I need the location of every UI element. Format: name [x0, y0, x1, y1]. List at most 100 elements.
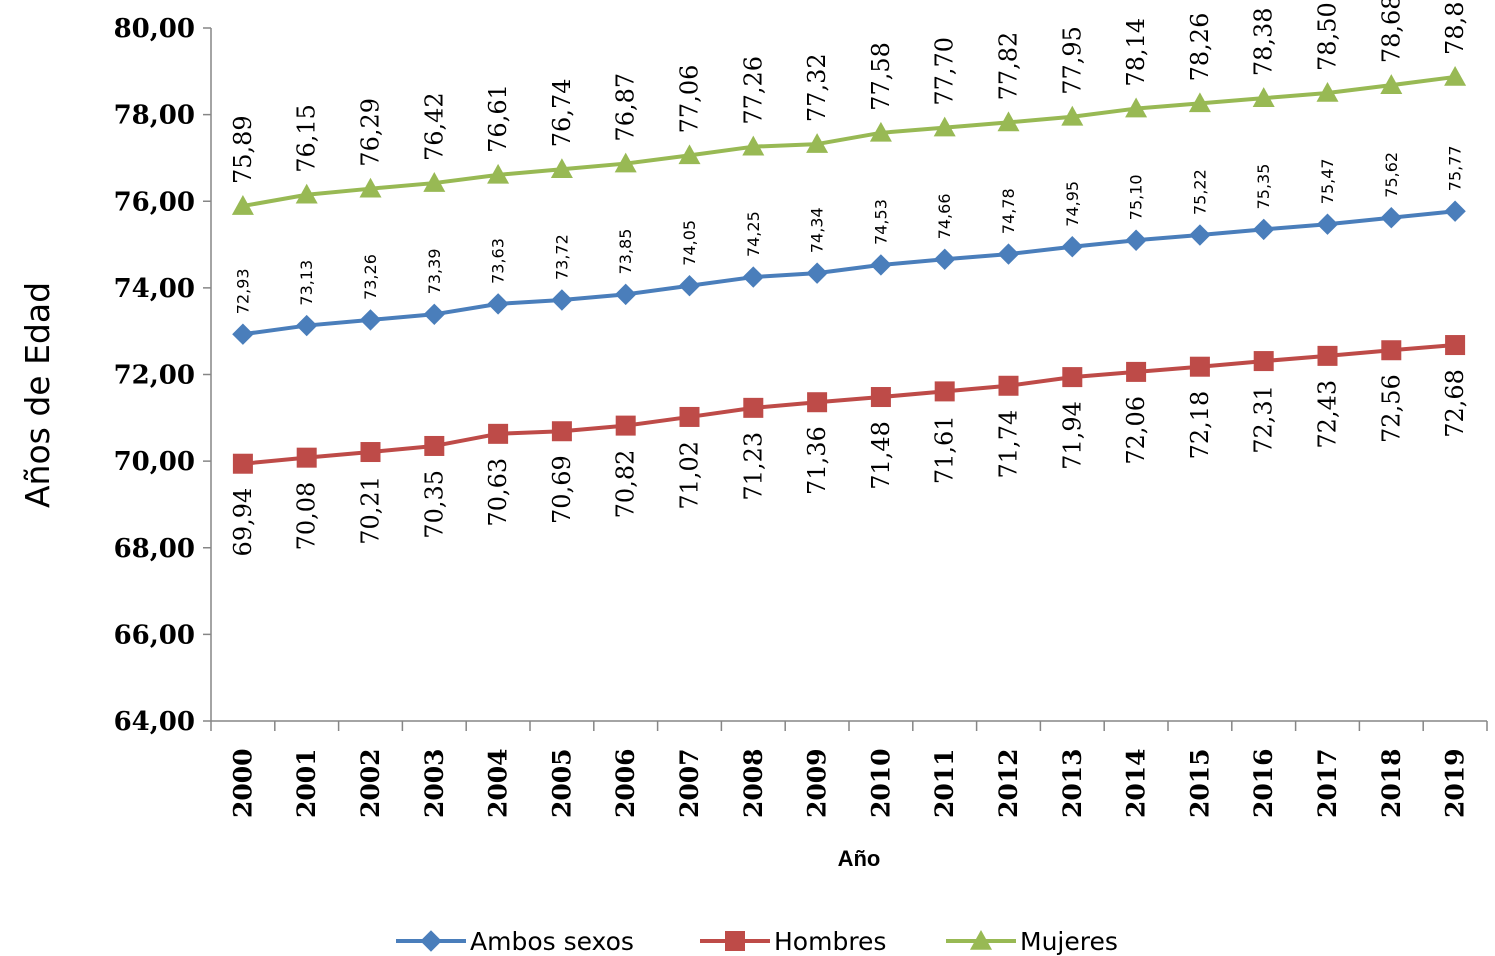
x-tick-label: 2000 — [228, 748, 257, 818]
data-point-ambos-sexos — [295, 314, 318, 337]
y-tick-label: 76,00 — [114, 187, 195, 217]
data-point-ambos-sexos — [614, 283, 637, 306]
y-tick-label: 66,00 — [114, 620, 195, 650]
data-label-mujeres: 77,95 — [1058, 26, 1086, 95]
data-label-mujeres: 77,70 — [931, 37, 959, 106]
y-axis-title: Años de Edad — [18, 282, 57, 508]
data-label-mujeres: 76,15 — [293, 104, 321, 173]
data-point-hombres — [743, 397, 764, 418]
data-label-ambos-sexos: 75,62 — [1382, 152, 1401, 198]
data-label-hombres: 71,02 — [676, 441, 704, 510]
data-label-mujeres: 78,26 — [1186, 13, 1214, 82]
data-point-ambos-sexos — [806, 262, 828, 284]
data-point-ambos-sexos — [232, 323, 254, 345]
y-tick-label: 64,00 — [114, 707, 195, 737]
data-point-ambos-sexos — [551, 289, 573, 311]
y-tick-label: 78,00 — [114, 101, 195, 131]
data-point-hombres — [1381, 340, 1402, 361]
data-label-ambos-sexos: 75,47 — [1318, 158, 1337, 204]
x-tick-label: 2005 — [547, 748, 576, 818]
data-point-mujeres — [359, 177, 382, 198]
data-label-ambos-sexos: 74,78 — [999, 188, 1018, 234]
data-point-hombres — [1445, 335, 1466, 356]
data-point-ambos-sexos — [1189, 224, 1211, 246]
axes: 64,00 66,00 68,00 70,00 72,00 74,00 76,00 78,00… — [114, 14, 1488, 818]
data-label-hombres: 70,35 — [420, 470, 448, 539]
data-label-mujeres: 76,87 — [612, 73, 640, 142]
data-label-ambos-sexos: 73,63 — [489, 238, 508, 284]
data-label-mujeres: 78,38 — [1250, 7, 1278, 76]
x-tick-label: 2014 — [1122, 748, 1151, 818]
data-label-hombres: 72,56 — [1377, 374, 1405, 443]
data-label-hombres: 70,82 — [612, 450, 640, 519]
x-tick-label: 2004 — [484, 748, 513, 818]
x-tick-label: 2002 — [356, 748, 385, 818]
data-point-ambos-sexos — [1380, 207, 1403, 229]
data-label-ambos-sexos: 74,05 — [680, 220, 699, 266]
data-point-mujeres — [1316, 81, 1339, 102]
data-label-mujeres: 77,26 — [739, 56, 767, 125]
data-point-hombres — [1317, 345, 1338, 366]
data-point-mujeres — [295, 183, 318, 204]
data-point-ambos-sexos — [678, 275, 701, 297]
data-label-mujeres: 75,89 — [229, 115, 257, 184]
data-point-hombres — [1253, 351, 1274, 372]
data-point-ambos-sexos — [1316, 213, 1339, 235]
data-label-ambos-sexos: 73,26 — [361, 254, 380, 300]
data-label-hombres: 71,23 — [739, 432, 767, 501]
data-label-hombres: 71,94 — [1058, 401, 1086, 470]
data-label-mujeres: 77,32 — [803, 53, 831, 122]
legend-item-hombres: Hombres — [700, 927, 886, 956]
data-point-ambos-sexos — [997, 243, 1020, 265]
x-tick-label: 2016 — [1249, 748, 1278, 818]
data-point-ambos-sexos — [1061, 236, 1084, 258]
data-label-hombres: 71,61 — [931, 415, 959, 484]
x-axis-title: Año — [838, 846, 881, 871]
data-label-ambos-sexos: 74,53 — [871, 199, 890, 245]
data-point-hombres — [998, 375, 1019, 396]
x-tick-label: 2007 — [675, 748, 704, 818]
data-point-mujeres — [933, 116, 956, 137]
series-line-ambos-sexos — [242, 209, 1456, 337]
x-tick-label: 2017 — [1313, 748, 1342, 818]
data-label-hombres: 70,63 — [484, 458, 512, 527]
data-label-hombres: 70,08 — [293, 482, 321, 551]
data-label-mujeres: 78,50 — [1314, 2, 1342, 71]
x-tick-label: 2012 — [994, 748, 1023, 818]
data-label-ambos-sexos: 75,22 — [1190, 169, 1209, 215]
data-point-hombres — [1126, 361, 1147, 382]
x-tick-label: 2003 — [420, 748, 449, 818]
data-label-hombres: 72,43 — [1314, 380, 1342, 449]
data-label-ambos-sexos: 75,35 — [1254, 164, 1273, 210]
data-point-mujeres — [423, 172, 446, 192]
series-line-mujeres — [242, 74, 1456, 208]
data-point-mujeres — [1188, 92, 1211, 113]
y-tick-label: 70,00 — [114, 447, 195, 477]
data-label-hombres: 72,18 — [1186, 391, 1214, 460]
data-point-mujeres — [678, 144, 701, 165]
legend-label: Ambos sexos — [470, 927, 634, 956]
data-label-mujeres: 78,68 — [1377, 0, 1405, 63]
legend: Ambos sexos Hombres Mujeres — [396, 927, 1118, 956]
x-tick-label: 2001 — [292, 748, 321, 818]
data-label-mujeres: 76,29 — [357, 98, 385, 167]
data-point-hombres — [1189, 356, 1210, 377]
data-label-hombres: 72,68 — [1441, 369, 1469, 438]
data-label-mujeres: 76,74 — [548, 78, 576, 147]
data-point-mujeres — [487, 163, 510, 184]
data-point-mujeres — [550, 158, 573, 178]
data-point-ambos-sexos — [487, 293, 509, 315]
data-label-ambos-sexos: 74,66 — [935, 193, 954, 239]
data-point-hombres — [615, 415, 636, 436]
legend-marker-mujeres — [970, 930, 992, 950]
data-point-mujeres — [997, 111, 1020, 132]
data-labels: 72,93 73,13 73,26 73,39 73,63 73,72 73,85 74,05… — [229, 0, 1469, 556]
data-point-mujeres — [1380, 74, 1403, 94]
data-point-hombres — [1062, 367, 1083, 388]
data-point-hombres — [679, 406, 700, 427]
legend-label: Hombres — [774, 927, 886, 956]
data-label-ambos-sexos: 74,25 — [744, 211, 763, 257]
data-label-mujeres: 76,42 — [420, 92, 448, 161]
data-point-ambos-sexos — [1252, 218, 1275, 241]
